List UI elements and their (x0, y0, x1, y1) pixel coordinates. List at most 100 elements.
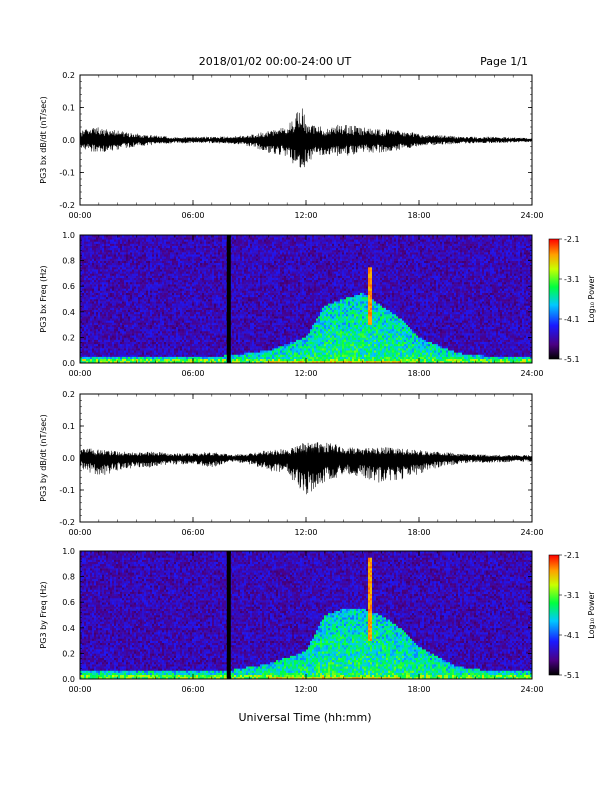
spectrogram-cell (104, 326, 107, 330)
spectrogram-cell (186, 252, 189, 255)
spectrogram-cell (140, 333, 143, 336)
spectrogram-cell (106, 328, 109, 332)
spectrogram-cell (112, 324, 115, 328)
spectrogram-cell (130, 320, 133, 323)
spectrogram-cell (142, 320, 145, 323)
spectrogram-cell (168, 260, 171, 264)
spectrogram-cell (106, 326, 109, 330)
spectrogram-cell (158, 245, 161, 249)
spectrogram-cell (184, 352, 187, 355)
spectrogram-cell (160, 337, 163, 340)
spectrogram-cell (112, 271, 115, 274)
spectrogram-cell (168, 254, 171, 257)
spectrogram-cell (234, 247, 237, 251)
spectrogram-cell (216, 303, 219, 306)
spectrogram-cell (142, 311, 145, 315)
spectrogram-cell (120, 343, 123, 347)
spectrogram-cell (156, 277, 159, 281)
spectrogram-cell (178, 237, 181, 240)
spectrogram-cell (144, 249, 147, 253)
spectrogram-cell (110, 305, 113, 308)
spectrogram-cell (116, 271, 119, 274)
spectrogram-cell (110, 337, 113, 340)
spectrogram-cell (220, 267, 223, 270)
spectrogram-cell (142, 279, 145, 283)
spectrogram-cell (176, 320, 179, 323)
spectrogram-cell (134, 345, 137, 349)
spectrogram-cell (152, 341, 155, 345)
spectrogram-cell (230, 284, 233, 287)
spectrogram-cell (204, 301, 207, 304)
spectrogram-cell (162, 279, 165, 283)
spectrogram-cell (114, 264, 117, 268)
spectrogram-cell (108, 281, 111, 285)
spectrogram-cell (132, 275, 135, 278)
spectrogram-cell (96, 324, 99, 328)
spectrogram-cell (188, 324, 191, 328)
spectrogram-cell (118, 331, 121, 334)
spectrogram-cell (208, 254, 211, 257)
spectrogram-cell (112, 258, 115, 261)
spectrogram-cell (124, 267, 127, 270)
spectrogram-cell (82, 328, 85, 332)
spectrogram-cell (82, 286, 85, 289)
spectrogram-cell (148, 303, 151, 306)
spectrogram-cell (90, 305, 93, 308)
spectrogram-cell (124, 235, 127, 238)
spectrogram-cell (102, 360, 105, 364)
spectrogram-cell (238, 326, 241, 330)
spectrogram-cell (82, 335, 85, 338)
spectrogram-cell (140, 279, 143, 283)
spectrogram-cell (210, 345, 213, 349)
spectrogram-cell (144, 352, 147, 355)
spectrogram-cell (138, 356, 141, 360)
spectrogram-cell (144, 328, 147, 332)
spectrogram-cell (190, 235, 193, 238)
spectrogram-cell (214, 279, 217, 283)
spectrogram-cell (140, 354, 143, 357)
spectrogram-cell (158, 354, 161, 357)
spectrogram-cell (146, 273, 149, 276)
spectrogram-cell (234, 290, 237, 293)
spectrogram-cell (130, 348, 133, 351)
spectrogram-cell (130, 360, 133, 364)
spectrogram-cell (166, 328, 169, 332)
spectrogram-cell (168, 252, 171, 255)
spectrogram-cell (214, 277, 217, 281)
spectrogram-cell (172, 245, 175, 249)
spectrogram-cell (82, 262, 85, 266)
spectrogram-cell (122, 269, 125, 272)
spectrogram-cell (114, 292, 117, 296)
spectrogram-cell (94, 354, 97, 357)
spectrogram-cell (140, 343, 143, 347)
spectrogram-cell (188, 243, 191, 246)
spectrogram-cell (236, 360, 239, 364)
spectrogram-cell (130, 271, 133, 274)
spectrogram-cell (128, 326, 131, 330)
spectrogram-cell (146, 279, 149, 283)
spectrogram-cell (224, 337, 227, 340)
spectrogram-cell (220, 331, 223, 334)
spectrogram-cell (140, 294, 143, 298)
spectrogram-cell (208, 292, 211, 296)
spectrogram-cell (220, 307, 223, 310)
spectrogram-cell (92, 358, 95, 362)
spectrogram-cell (206, 313, 209, 317)
spectrogram-cell (120, 249, 123, 253)
spectrogram-cell (150, 262, 153, 266)
spectrogram-cell (104, 279, 107, 283)
spectrogram-cell (170, 305, 173, 308)
spectrogram-cell (202, 354, 205, 357)
spectrogram-cell (160, 360, 163, 364)
spectrogram-cell (92, 350, 95, 353)
spectrogram-cell (130, 316, 133, 319)
spectrogram-cell (96, 254, 99, 257)
spectrogram-cell (146, 294, 149, 298)
spectrogram-cell (96, 326, 99, 330)
spectrogram-cell (88, 286, 91, 289)
spectrogram-cell (160, 303, 163, 306)
spectrogram-cell (106, 237, 109, 240)
spectrogram-cell (170, 284, 173, 287)
spectrogram-cell (104, 288, 107, 291)
spectrogram-cell (214, 326, 217, 330)
